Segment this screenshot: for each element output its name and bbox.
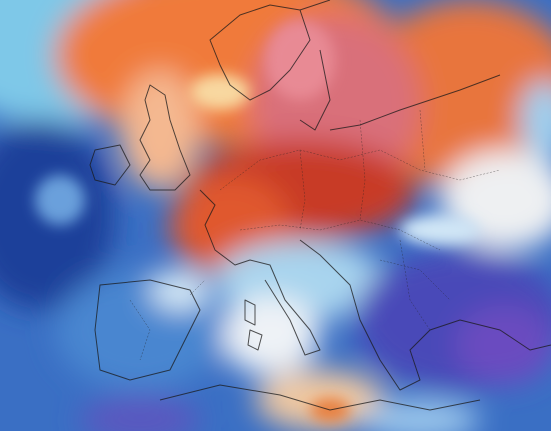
- coastlines: [89, 0, 551, 411]
- detail-blobs: [35, 20, 480, 422]
- borders: [129, 109, 501, 361]
